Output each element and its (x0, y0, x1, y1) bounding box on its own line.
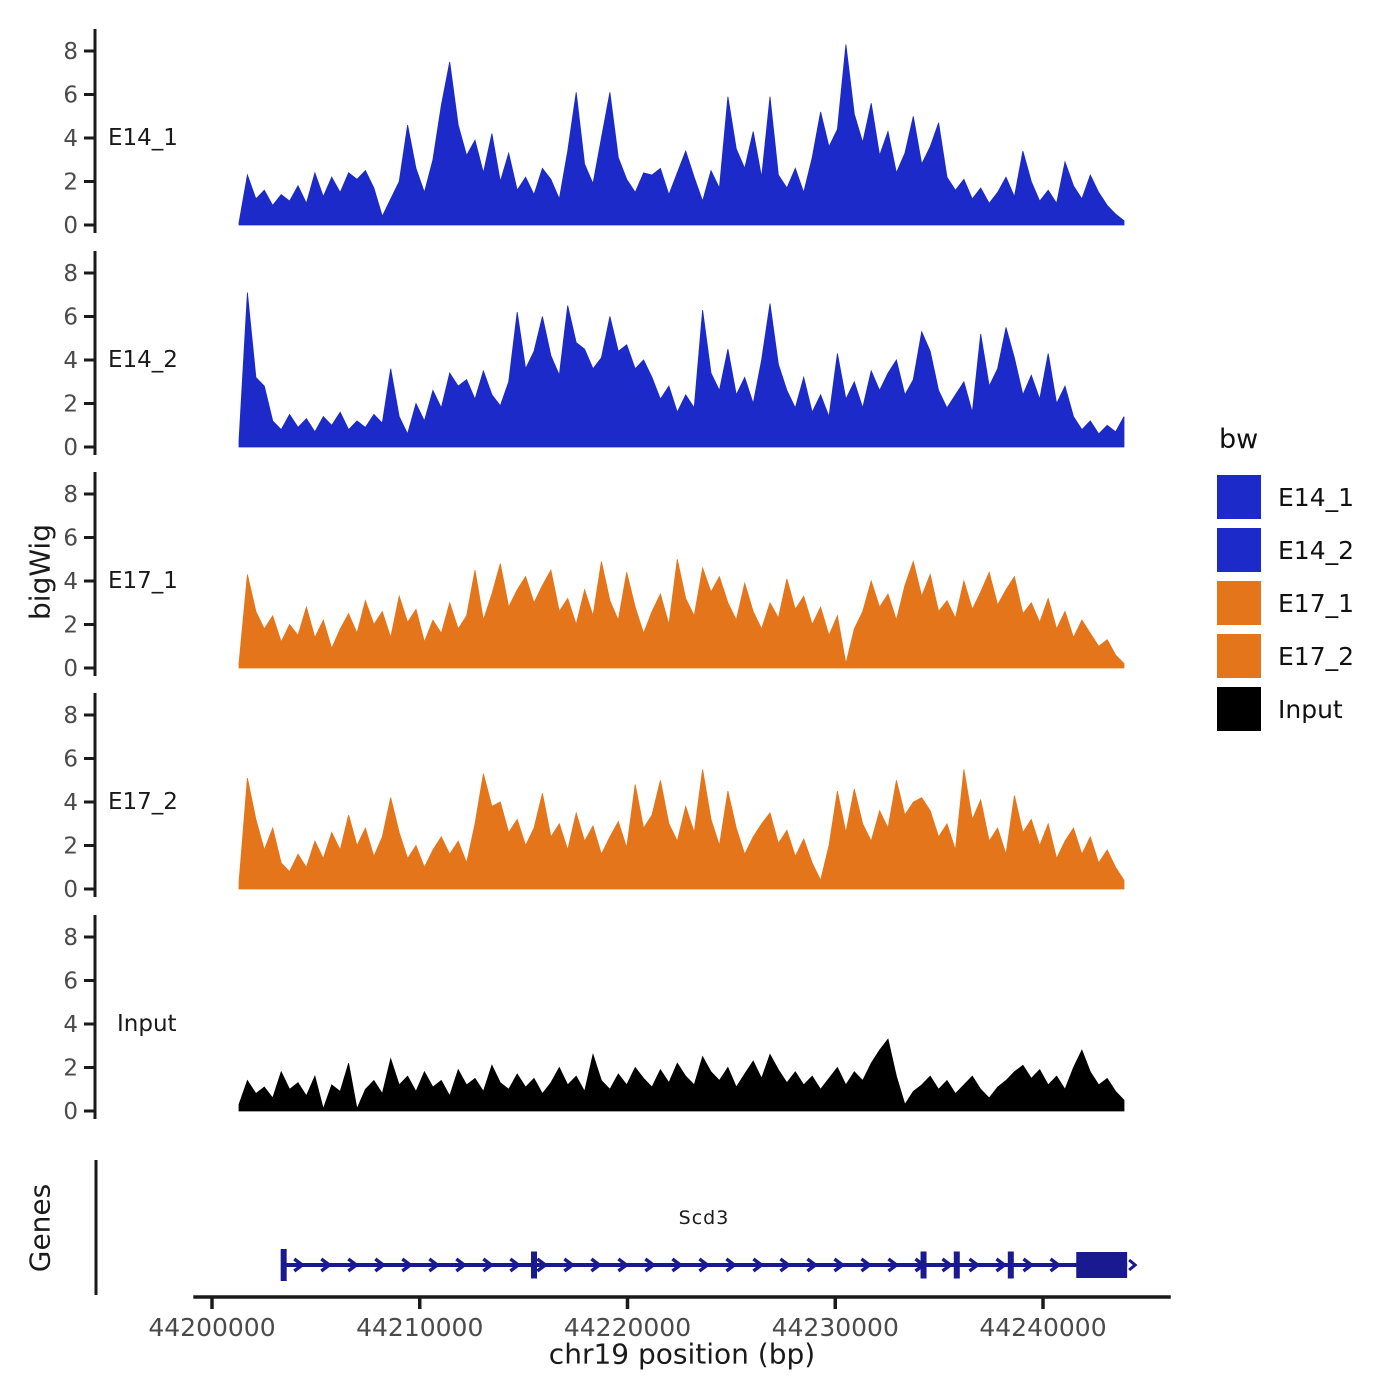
strand-arrow (725, 1257, 738, 1273)
track-label-input: Input (117, 1011, 177, 1037)
track-label-e14-2: E14_2 (108, 347, 178, 373)
strand-arrow (644, 1257, 657, 1273)
exon-tick (953, 1251, 960, 1279)
y-tick-label: 0 (63, 656, 78, 682)
legend-swatch-e14-1 (1217, 475, 1261, 519)
y-tick-label: 6 (63, 526, 78, 552)
legend: bw E14_1 E14_2 E17_1 E17_2 Input (1217, 424, 1354, 740)
legend-swatch-e14-2 (1217, 528, 1261, 572)
strand-arrow (806, 1257, 819, 1273)
y-tick-label: 6 (63, 305, 78, 331)
legend-item-e14-1: E14_1 (1217, 475, 1354, 519)
strand-arrow (752, 1257, 765, 1273)
y-tick-label: 8 (63, 261, 78, 287)
y-tick-label: 8 (63, 39, 78, 65)
x-tick-label: 44230000 (772, 1313, 899, 1342)
strand-arrow (968, 1257, 981, 1273)
y-tick-label: 6 (63, 969, 78, 995)
coverage-area-E17_1 (238, 559, 1125, 669)
strand-arrow (941, 1257, 954, 1273)
strand-arrow (293, 1257, 306, 1273)
strand-arrow (617, 1257, 630, 1273)
track-label-e17-1: E17_1 (108, 568, 178, 594)
strand-arrow (833, 1257, 846, 1273)
legend-title: bw (1219, 424, 1259, 455)
strand-arrow (1049, 1257, 1062, 1273)
y-tick-label: 4 (63, 569, 78, 595)
legend-label-e14-1: E14_1 (1278, 482, 1355, 512)
strand-arrow (455, 1257, 468, 1273)
legend-label-e14-2: E14_2 (1278, 535, 1355, 565)
y-tick-label: 6 (63, 83, 78, 109)
y-axis-title: bigWig (23, 524, 57, 620)
strand-arrow (401, 1257, 414, 1273)
strand-arrow (509, 1257, 522, 1273)
coverage-area-Input (238, 1038, 1125, 1112)
strand-arrow (590, 1257, 603, 1273)
x-tick-label: 44240000 (979, 1313, 1106, 1342)
strand-arrow (995, 1257, 1008, 1273)
y-tick-label: 0 (63, 877, 78, 903)
y-tick-label: 4 (63, 790, 78, 816)
x-tick-label: 44200000 (148, 1313, 275, 1342)
legend-label-input: Input (1278, 694, 1343, 724)
legend-swatch-e17-2 (1217, 634, 1261, 678)
y-tick-label: 4 (63, 126, 78, 152)
track-label-e17-2: E17_2 (108, 789, 178, 815)
legend-swatch-input (1217, 687, 1261, 731)
exon-tick (920, 1251, 927, 1279)
x-tick-label: 44210000 (356, 1313, 483, 1342)
legend-label-e17-1: E17_1 (1278, 588, 1355, 618)
coverage-area-E17_2 (238, 769, 1125, 890)
y-tick-label: 2 (63, 170, 78, 196)
y-tick-label: 8 (63, 925, 78, 951)
y-tick-label: 2 (63, 834, 78, 860)
strand-arrow (482, 1257, 495, 1273)
strand-arrow (860, 1257, 873, 1273)
strand-arrow (698, 1257, 711, 1273)
strand-arrow (1022, 1257, 1035, 1273)
y-tick-label: 0 (63, 213, 78, 239)
exon-tick (1007, 1251, 1014, 1279)
terminal-exon (1076, 1252, 1128, 1278)
genes-axis-title: Genes (23, 1183, 57, 1273)
strand-arrow (320, 1257, 333, 1273)
legend-item-e14-2: E14_2 (1217, 528, 1354, 572)
strand-arrow (347, 1257, 360, 1273)
track-label-e14-1: E14_1 (108, 125, 178, 151)
y-tick-label: 4 (63, 348, 78, 374)
strand-arrow (671, 1257, 684, 1273)
strand-arrow (887, 1257, 900, 1273)
strand-arrow (536, 1257, 549, 1273)
strand-arrow (563, 1257, 576, 1273)
gene-name-label: Scd3 (678, 1207, 730, 1229)
legend-item-input: Input (1217, 687, 1354, 731)
legend-item-e17-1: E17_1 (1217, 581, 1354, 625)
strand-arrow (374, 1257, 387, 1273)
y-tick-label: 0 (63, 1099, 78, 1125)
exon-tick (531, 1251, 538, 1279)
strand-arrow (428, 1257, 441, 1273)
legend-swatch-e17-1 (1217, 581, 1261, 625)
gene-end-arrow (1128, 1258, 1138, 1272)
x-tick-label: 44220000 (564, 1313, 691, 1342)
y-tick-label: 8 (63, 703, 78, 729)
legend-item-e17-2: E17_2 (1217, 634, 1354, 678)
y-tick-label: 4 (63, 1012, 78, 1038)
y-tick-label: 2 (63, 1056, 78, 1082)
y-tick-label: 2 (63, 392, 78, 418)
strand-arrow (779, 1257, 792, 1273)
exon-tick (280, 1249, 287, 1281)
legend-label-e17-2: E17_2 (1278, 641, 1355, 671)
y-tick-label: 0 (63, 435, 78, 461)
y-tick-label: 6 (63, 747, 78, 773)
x-axis-title: chr19 position (bp) (548, 1337, 816, 1371)
coverage-area-E14_2 (238, 292, 1125, 448)
y-tick-label: 2 (63, 613, 78, 639)
coverage-area-E14_1 (238, 44, 1125, 226)
y-tick-label: 8 (63, 482, 78, 508)
